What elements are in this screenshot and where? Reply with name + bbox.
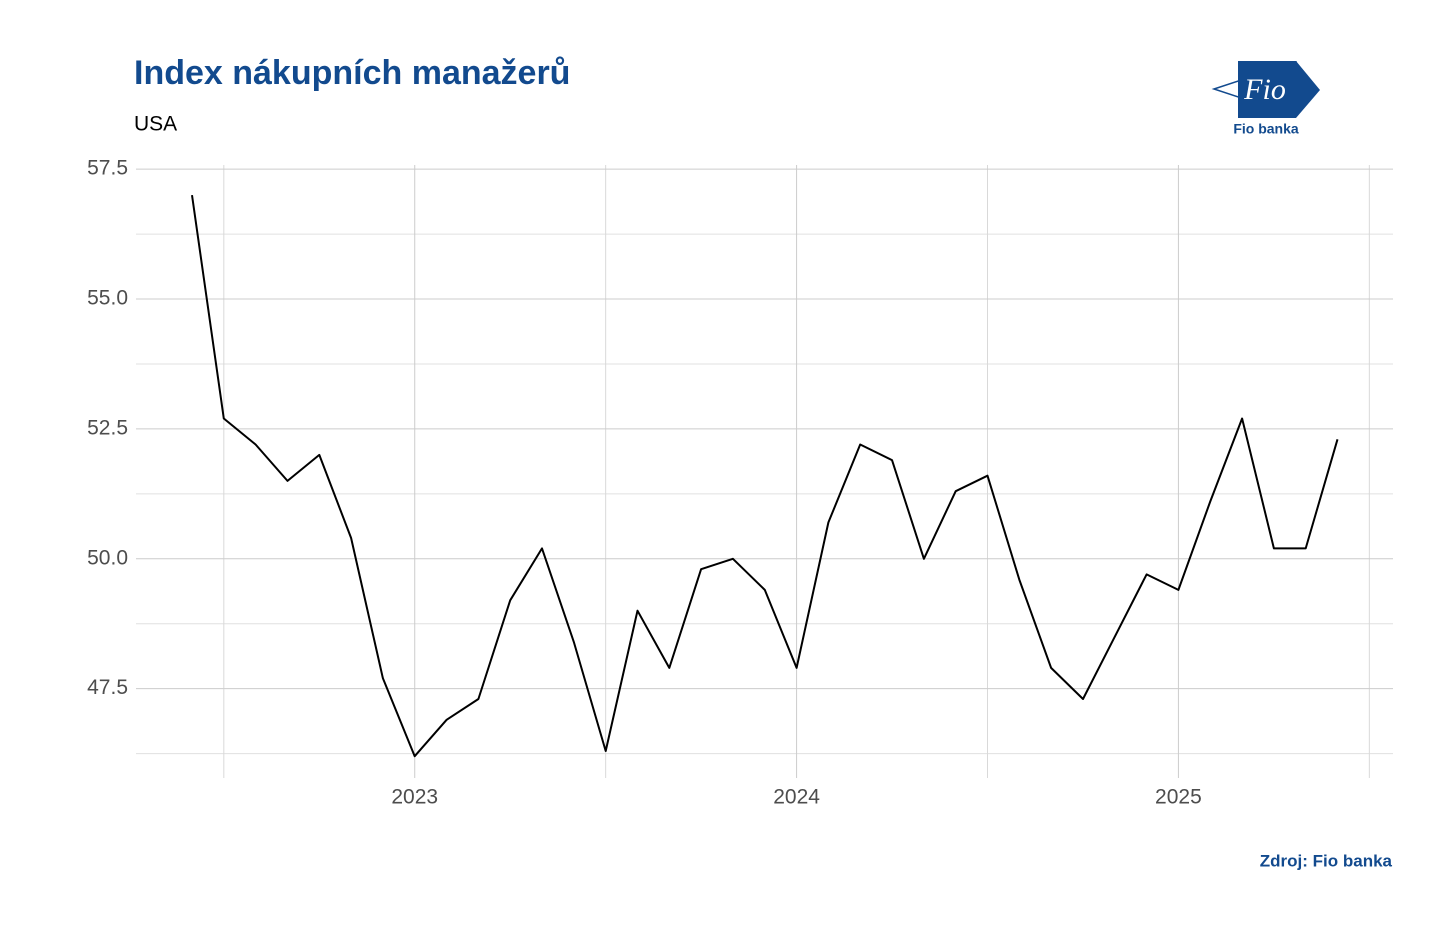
y-tick-label: 50.0 — [87, 546, 128, 569]
y-tick-label: 52.5 — [87, 416, 128, 439]
source: Zdroj: Fio banka — [1260, 851, 1393, 870]
x-tick-label: 2023 — [391, 786, 438, 809]
logo: Fio Fio banka — [1211, 60, 1320, 137]
chart-title: Index nákupních manažerů — [134, 54, 570, 92]
y-tick-label: 57.5 — [87, 157, 128, 180]
logo-flag — [1238, 61, 1320, 118]
logo-mark: Fio — [1243, 73, 1286, 106]
chart-subtitle: USA — [134, 113, 177, 136]
x-tick-label: 2025 — [1155, 786, 1202, 809]
x-tick-label: 2024 — [773, 786, 820, 809]
line — [191, 194, 1339, 758]
y-tick-label: 55.0 — [87, 287, 128, 310]
y-tick-label: 47.5 — [87, 676, 128, 699]
logo-name: Fio banka — [1233, 121, 1299, 137]
